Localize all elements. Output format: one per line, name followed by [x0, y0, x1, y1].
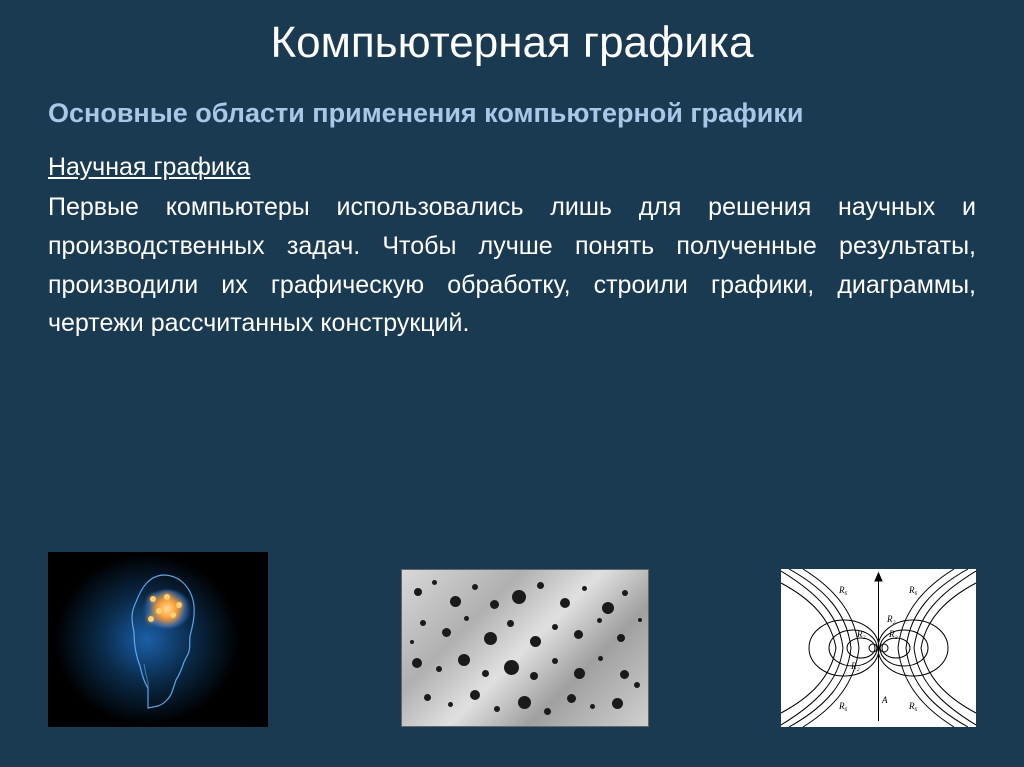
image-field-lines: R₆ R₆ R₂ R₂ R₂ R₂ R₆ R₆ A: [781, 569, 976, 727]
body-paragraph: Первые компьютеры использовались лишь дл…: [0, 188, 1024, 343]
image-microscopy: [401, 569, 649, 727]
svg-text:R₆: R₆: [908, 585, 918, 595]
svg-text:R₆: R₆: [838, 585, 848, 595]
image-row: R₆ R₆ R₂ R₂ R₂ R₂ R₆ R₆ A: [0, 552, 1024, 727]
image-brain-scan: [48, 552, 268, 727]
subsection-heading: Научная графика: [0, 153, 1024, 188]
svg-text:R₂: R₂: [886, 614, 896, 624]
svg-text:R₂: R₂: [850, 661, 860, 671]
svg-text:R₂: R₂: [888, 629, 898, 639]
svg-text:R₂: R₂: [856, 629, 866, 639]
svg-text:R₆: R₆: [908, 701, 918, 711]
section-heading: Основные области применения компьютерной…: [0, 98, 1024, 153]
svg-text:R₆: R₆: [838, 701, 848, 711]
svg-text:A: A: [881, 695, 888, 705]
slide-title: Компьютерная графика: [0, 0, 1024, 98]
